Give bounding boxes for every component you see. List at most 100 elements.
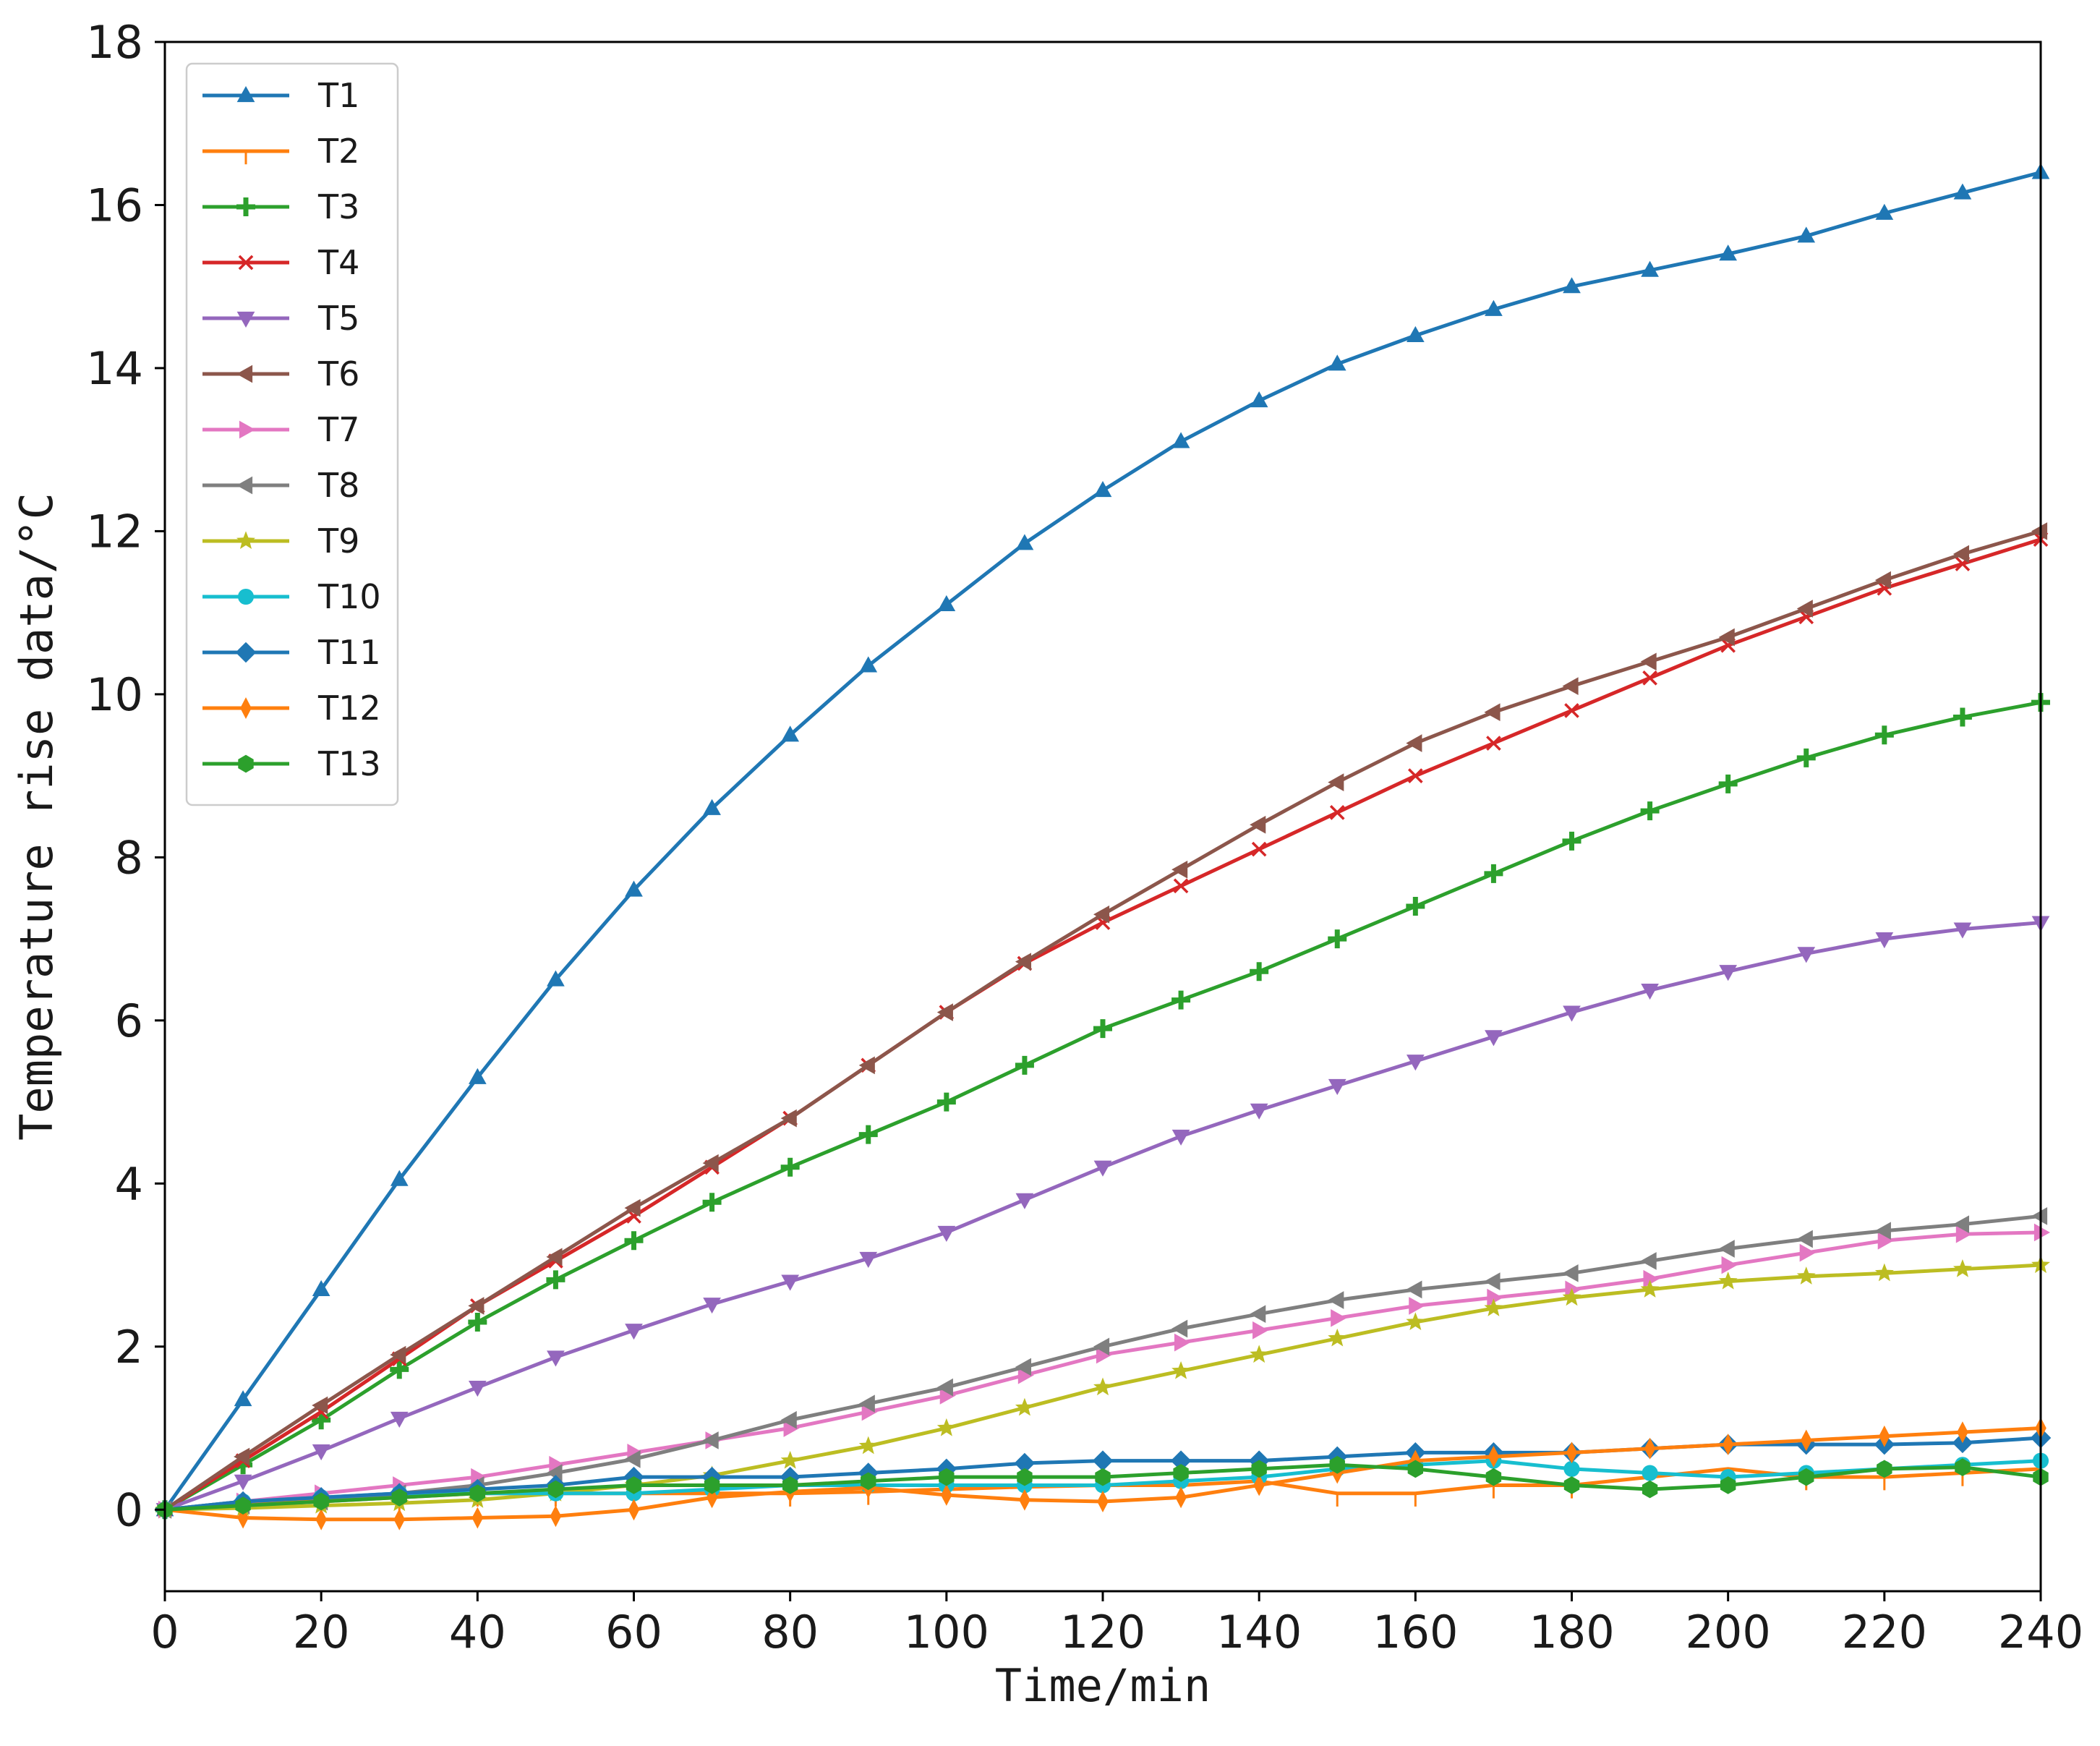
data-point-marker — [1488, 1446, 1500, 1468]
data-point-marker — [703, 1298, 721, 1314]
data-point-marker — [1484, 703, 1501, 722]
data-point-marker — [1093, 1377, 1112, 1396]
data-point-marker — [1015, 1193, 1034, 1209]
data-point-marker — [936, 1003, 953, 1021]
y-tick-label: 4 — [115, 1157, 143, 1210]
y-tick-label: 10 — [86, 668, 143, 721]
data-point-marker — [1484, 1272, 1501, 1290]
data-point-marker — [1017, 1468, 1033, 1486]
data-point-marker — [1329, 1455, 1345, 1474]
data-point-marker — [1641, 984, 1659, 1000]
data-point-marker — [312, 1444, 330, 1461]
data-point-marker — [1796, 600, 1813, 618]
data-point-marker — [1171, 432, 1190, 448]
data-point-marker — [625, 1324, 643, 1340]
data-point-marker — [240, 697, 252, 719]
legend-label: T12 — [317, 689, 381, 728]
y-tick-label: 2 — [115, 1321, 143, 1374]
data-point-marker — [1800, 1429, 1812, 1452]
data-point-marker — [1722, 1434, 1734, 1456]
data-point-marker — [1721, 1256, 1738, 1274]
data-point-marker — [1877, 1231, 1894, 1250]
data-point-marker — [390, 1170, 409, 1186]
legend-item: T13 — [202, 744, 381, 783]
data-point-marker — [1171, 1129, 1190, 1146]
data-point-marker — [1406, 734, 1422, 752]
data-point-marker — [702, 1431, 719, 1449]
data-point-marker — [1798, 1468, 1814, 1486]
data-point-marker — [1250, 962, 1269, 981]
data-point-marker — [1093, 905, 1110, 924]
data-point-marker — [1952, 1259, 1972, 1277]
data-point-marker — [1019, 1489, 1030, 1511]
data-point-marker — [936, 1378, 953, 1397]
x-tick-label: 20 — [293, 1606, 350, 1658]
x-axis-title: Time/min — [995, 1659, 1211, 1712]
data-point-marker — [1250, 1345, 1269, 1363]
legend-item: T2 — [202, 132, 359, 171]
data-point-marker — [626, 1476, 642, 1494]
data-point-marker — [858, 1056, 875, 1075]
data-point-marker — [1879, 1425, 1890, 1447]
x-tick-label: 240 — [1998, 1606, 2083, 1658]
legend-item: T12 — [202, 689, 381, 728]
legend-item: T5 — [202, 299, 359, 338]
legend-label: T7 — [317, 410, 359, 449]
data-point-marker — [1485, 1030, 1503, 1047]
legend-label: T1 — [317, 76, 359, 115]
data-point-marker — [234, 1447, 250, 1466]
legend-label: T11 — [317, 633, 381, 672]
data-point-marker — [390, 1411, 409, 1428]
data-point-marker — [547, 970, 565, 987]
data-point-marker — [1175, 1486, 1187, 1509]
data-point-marker — [546, 1464, 563, 1482]
data-point-marker — [312, 1396, 328, 1415]
data-point-marker — [1796, 1266, 1816, 1285]
legend-frame — [185, 62, 399, 806]
data-point-marker — [1563, 1005, 1581, 1022]
x-tick-label: 60 — [605, 1606, 662, 1658]
plot-layer — [154, 163, 2052, 1530]
y-tick-label: 12 — [86, 505, 143, 558]
data-point-marker — [625, 880, 643, 897]
data-point-marker — [468, 1297, 485, 1315]
y-tick-label: 8 — [115, 831, 143, 884]
data-point-marker — [1485, 299, 1503, 316]
data-point-marker — [1253, 1474, 1265, 1496]
data-point-marker — [1874, 725, 1894, 745]
data-point-marker — [624, 1450, 641, 1468]
data-point-marker — [1171, 860, 1188, 879]
data-point-marker — [1487, 1288, 1503, 1307]
data-point-marker — [1170, 1450, 1192, 1471]
data-point-marker — [780, 1410, 797, 1429]
data-point-marker — [234, 1474, 252, 1491]
legend-label: T6 — [317, 354, 359, 393]
data-point-marker — [312, 1279, 330, 1296]
data-point-marker — [1875, 203, 1894, 220]
data-point-marker — [2031, 1207, 2048, 1225]
data-point-marker — [236, 86, 255, 103]
data-point-marker — [1797, 226, 1816, 243]
data-point-marker — [313, 1492, 329, 1511]
legend-label: T8 — [317, 466, 359, 505]
data-point-marker — [782, 1476, 798, 1494]
data-point-marker — [1015, 1358, 1032, 1376]
data-point-marker — [468, 1381, 487, 1397]
data-point-marker — [1564, 703, 1579, 718]
data-point-marker — [391, 1489, 407, 1507]
data-point-marker — [1174, 1333, 1191, 1352]
data-point-marker — [1407, 1460, 1424, 1478]
data-point-marker — [238, 754, 254, 773]
data-point-marker — [390, 1345, 406, 1364]
data-point-marker — [1955, 1225, 1972, 1243]
series-T5 — [155, 916, 2050, 1520]
legend-item: T9 — [202, 521, 359, 561]
series-T1 — [155, 163, 2050, 1517]
data-point-marker — [236, 311, 255, 328]
data-point-marker — [1877, 1460, 1892, 1478]
series-T13 — [157, 1455, 2049, 1519]
data-point-marker — [1171, 1360, 1191, 1379]
data-point-marker — [1251, 841, 1267, 857]
data-point-marker — [1251, 1460, 1267, 1478]
data-point-marker — [468, 1068, 487, 1084]
